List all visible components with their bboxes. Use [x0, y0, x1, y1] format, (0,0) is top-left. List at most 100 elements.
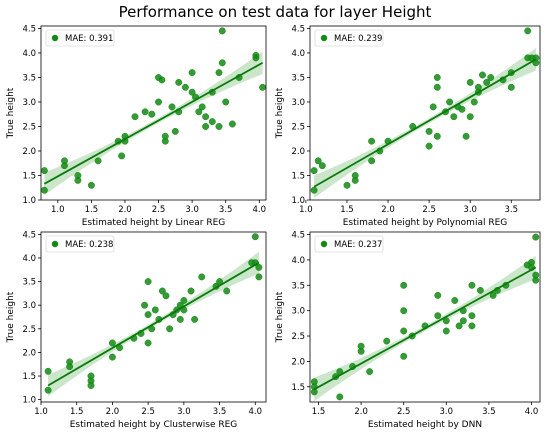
- data-point: [44, 367, 52, 375]
- data-point: [158, 76, 166, 84]
- y-tick-label: 3.0: [22, 301, 36, 311]
- y-axis-label: True height: [275, 291, 285, 343]
- data-point: [489, 291, 497, 299]
- figure-title: Performance on test data for layer Heigh…: [119, 3, 432, 21]
- y-tick-label: 4.0: [291, 256, 305, 266]
- y-tick-label: 1.0: [291, 196, 305, 206]
- data-point: [168, 103, 176, 111]
- y-tick-label: 3.5: [291, 73, 305, 83]
- data-point: [44, 386, 52, 394]
- plot-frame: [309, 25, 541, 201]
- plot-frame: [309, 231, 541, 403]
- data-point: [141, 108, 149, 116]
- legend-label: MAE: 0.391: [65, 34, 113, 44]
- legend-label: MAE: 0.238: [65, 240, 113, 250]
- y-axis-label: True height: [6, 291, 16, 343]
- legend-marker: [320, 34, 328, 42]
- y-tick-label: 3.5: [22, 278, 36, 288]
- data-point: [336, 393, 344, 401]
- data-point: [458, 105, 466, 113]
- y-tick-label: 2.0: [22, 147, 36, 157]
- x-tick-label: 1.0: [34, 407, 48, 417]
- data-point: [218, 59, 226, 67]
- legend-label: MAE: 0.237: [334, 240, 382, 250]
- x-tick-label: 1.0: [51, 205, 65, 215]
- data-point: [351, 176, 359, 184]
- data-point: [357, 342, 365, 350]
- data-point: [87, 181, 95, 189]
- data-point: [161, 137, 169, 145]
- data-point: [368, 157, 376, 165]
- data-point: [195, 108, 203, 116]
- y-tick-label: 4.0: [291, 49, 305, 59]
- legend-box: [45, 235, 115, 253]
- data-point: [180, 297, 188, 304]
- data-point: [61, 162, 68, 170]
- data-point: [483, 78, 491, 86]
- data-point: [343, 181, 351, 189]
- y-tick-label: 1.5: [291, 171, 305, 181]
- data-point: [252, 54, 260, 62]
- legend-box: [314, 235, 384, 253]
- data-point: [74, 176, 82, 184]
- data-point: [451, 297, 459, 304]
- x-tick-label: 1.5: [340, 205, 354, 215]
- data-point: [429, 103, 437, 111]
- y-tick-label: 3.5: [22, 73, 36, 83]
- x-tick-label: 1.5: [312, 407, 326, 417]
- data-point: [487, 74, 495, 81]
- x-axis-label: Estimated height by DNN: [368, 420, 482, 430]
- data-point: [368, 137, 376, 145]
- x-tick-label: 4.0: [525, 407, 539, 417]
- data-point: [155, 98, 162, 106]
- data-point: [400, 307, 408, 315]
- data-point: [151, 306, 159, 314]
- data-point: [108, 339, 116, 347]
- data-point: [187, 287, 195, 295]
- scatter-panel-1: 1.0 1.5 2.0 2.5 3.0 3.5 4.0 1.0 1.5 2.0 2.5 3.0 3.5 4…: [6, 24, 267, 228]
- legend-box: [314, 29, 384, 47]
- x-axis-label: Estimated height by Linear REG: [82, 218, 226, 228]
- x-tick-label: 4.0: [253, 205, 267, 215]
- data-point: [218, 27, 226, 35]
- x-tick-label: 3.0: [440, 407, 454, 417]
- data-point: [40, 167, 48, 175]
- data-point: [314, 157, 322, 165]
- data-point: [191, 315, 199, 323]
- data-point: [476, 286, 484, 294]
- data-point: [450, 113, 458, 121]
- regression-line: [47, 261, 260, 387]
- data-point: [400, 281, 408, 289]
- x-tick-label: 2.5: [397, 407, 411, 417]
- data-point: [255, 263, 263, 271]
- plot-frame: [40, 25, 267, 201]
- data-point: [171, 127, 179, 135]
- data-point: [318, 162, 326, 170]
- x-tick-label: 1.5: [85, 205, 99, 215]
- data-point: [310, 186, 318, 194]
- data-point: [259, 83, 267, 91]
- y-tick-label: 4.0: [22, 254, 36, 264]
- data-point: [188, 69, 196, 77]
- data-point: [215, 69, 223, 77]
- data-point: [400, 352, 408, 360]
- data-point: [40, 186, 48, 194]
- data-point: [198, 103, 206, 111]
- scatter-panel-3: 1.0 1.5 2.0 2.5 3.0 3.5 4.0 1.0 1.5 2.0 2.5 3.0 3.5 4…: [6, 230, 267, 430]
- data-point: [524, 27, 532, 35]
- x-tick-label: 3.5: [213, 407, 227, 417]
- y-tick-label: 4.5: [22, 230, 36, 240]
- y-tick-label: 3.0: [291, 307, 305, 317]
- legend-marker: [51, 34, 59, 42]
- data-point: [198, 273, 206, 281]
- y-tick-label: 1.0: [22, 396, 36, 406]
- regression-line: [313, 58, 537, 188]
- data-point: [446, 98, 454, 106]
- x-axis-label: Estimated height by Clusterwise REG: [70, 420, 238, 430]
- x-axis-label: Estimated height by Polynomial REG: [343, 218, 508, 228]
- data-point: [532, 276, 540, 284]
- x-tick-label: 3.0: [177, 407, 191, 417]
- y-tick-label: 4.5: [291, 24, 305, 34]
- data-point: [181, 83, 189, 91]
